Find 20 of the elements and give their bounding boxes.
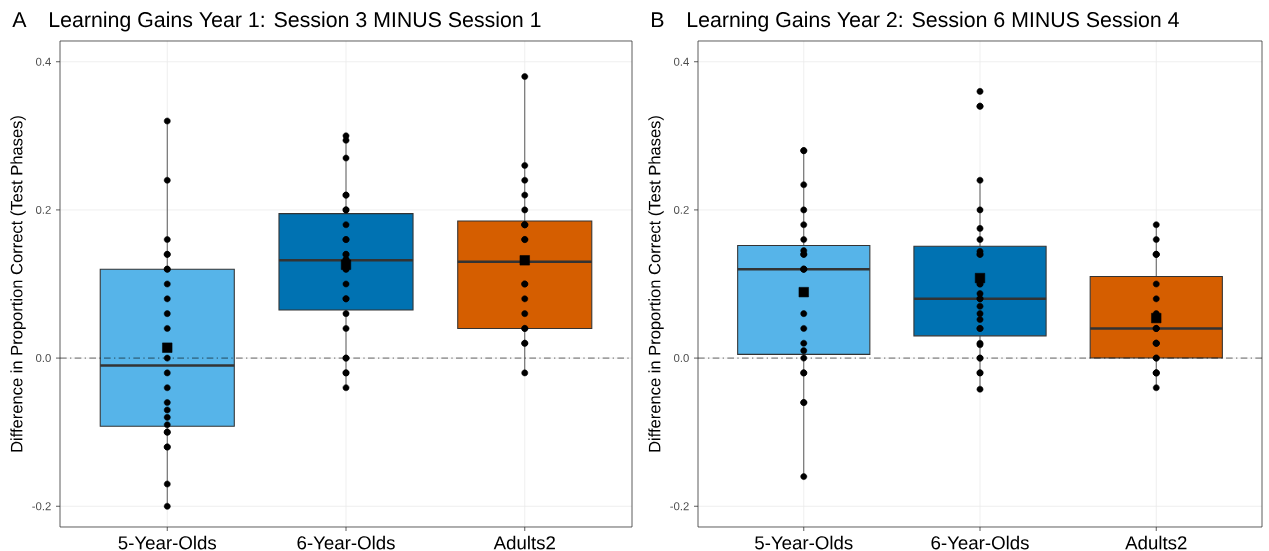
x-tick-label: 6-Year-Olds [297,535,395,550]
text: A [12,12,27,27]
x-tick-label: 5-Year-Olds [118,535,217,550]
text: B [652,12,664,27]
y-tick-label: 0.4 [673,57,689,66]
x-tick-label: Adults2 [493,535,555,550]
x-tick-label: 6-Year-Olds [931,535,1029,550]
x-tick-label: 5-Year-Olds [755,535,853,550]
y-tick-label: 0.4 [35,57,51,66]
y-tick-label: 0.0 [673,354,689,363]
y-tick-label: 0.2 [673,205,689,214]
y-axis-title: Difference in Proportion Correct (Test Phases) [648,116,664,452]
y-tick-label: 0.0 [35,354,51,363]
y-tick-label: -0.2 [670,502,689,511]
chart-title: Learning Gains Year 1: Session 3 MINUS Session 1 [50,11,541,32]
y-tick-label: -0.2 [32,502,51,511]
y-tick-label: 0.2 [35,205,51,214]
chart-title: Learning Gains Year 2: Session 6 MINUS Session 4 [688,11,1179,32]
y-axis-title: Difference in Proportion Correct (Test Phases) [10,116,26,452]
x-tick-label: Adults2 [1125,535,1187,550]
